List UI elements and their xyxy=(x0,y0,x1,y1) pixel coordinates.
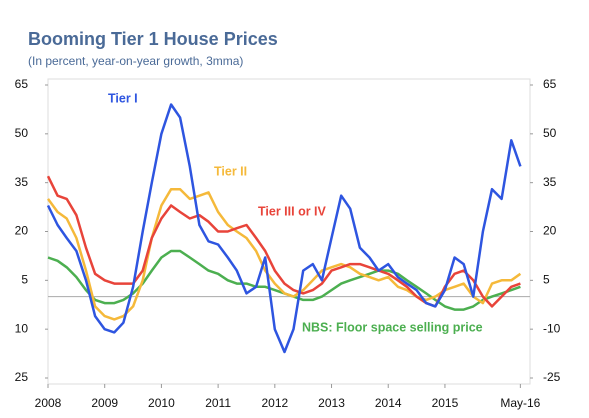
series-label: NBS: Floor space selling price xyxy=(302,320,483,334)
series-label: Tier II xyxy=(214,164,247,178)
y-tick-label: 35 xyxy=(15,175,29,189)
y2-tick-label: 50 xyxy=(543,126,557,140)
series-line xyxy=(46,175,521,308)
x-tick-label: 2009 xyxy=(91,396,118,410)
x-tick-label: 2013 xyxy=(318,396,345,410)
chart-title: Booming Tier 1 House Prices xyxy=(28,29,278,49)
y-tick-label: 20 xyxy=(15,224,29,238)
y2-tick-label: -10 xyxy=(543,321,561,335)
x-tick-label: May-16 xyxy=(500,396,540,410)
x-tick-label: 2015 xyxy=(432,396,459,410)
y2-tick-label: 5 xyxy=(543,273,550,287)
x-tick-label: 2012 xyxy=(261,396,288,410)
y-tick-label: 10 xyxy=(15,321,29,335)
y2-tick-label: -25 xyxy=(543,370,561,384)
y2-tick-label: 35 xyxy=(543,175,557,189)
x-tick-label: 2008 xyxy=(35,396,62,410)
series-label: Tier III or IV xyxy=(258,204,327,218)
y2-tick-label: 65 xyxy=(543,77,557,91)
y-tick-label: 25 xyxy=(15,370,29,384)
chart-subtitle: (In percent, year-on-year growth, 3mma) xyxy=(28,54,243,68)
x-tick-label: 2010 xyxy=(148,396,175,410)
y-tick-label: 65 xyxy=(15,77,29,91)
series-label: Tier I xyxy=(108,91,138,105)
y-tick-label: 50 xyxy=(15,126,29,140)
x-tick-label: 2014 xyxy=(375,396,402,410)
x-tick-label: 2011 xyxy=(205,396,231,410)
y2-tick-label: 20 xyxy=(543,224,557,238)
series-line xyxy=(46,103,522,354)
y-tick-label: 5 xyxy=(21,273,28,287)
